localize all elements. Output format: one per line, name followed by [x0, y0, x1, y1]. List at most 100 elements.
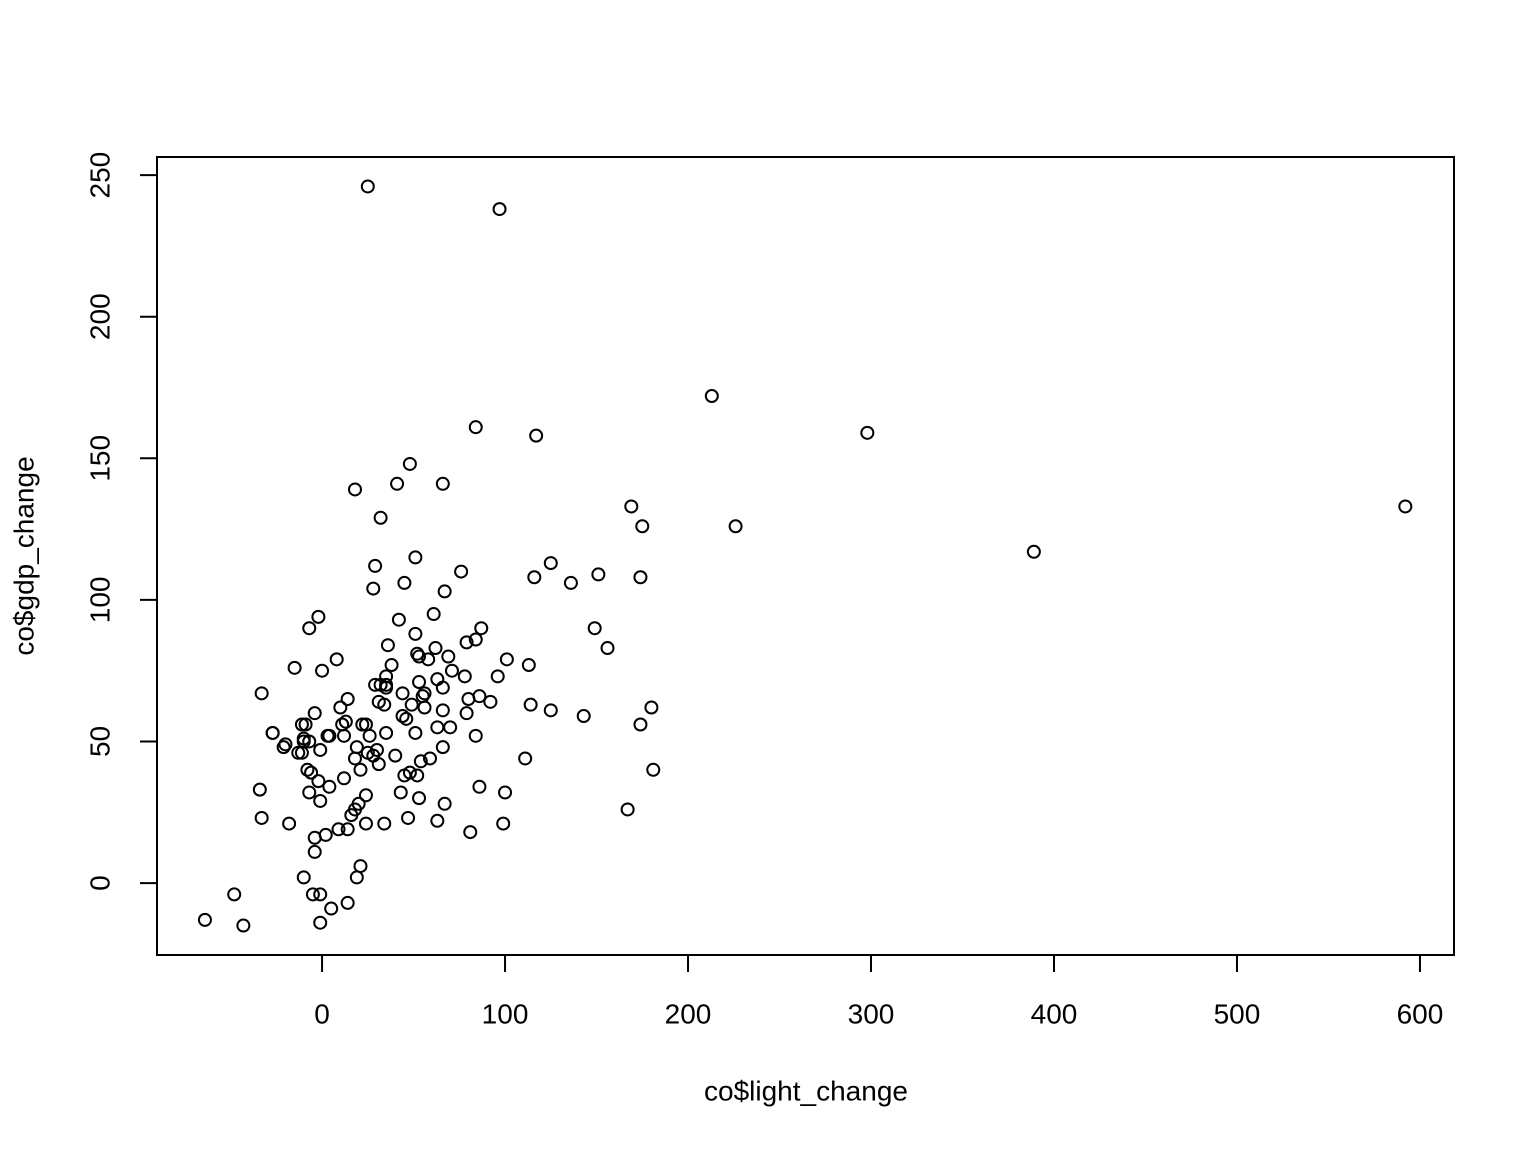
point — [490, 669, 505, 684]
point — [633, 570, 648, 585]
point — [459, 706, 474, 721]
point — [399, 711, 414, 726]
point — [391, 612, 406, 627]
point — [860, 425, 875, 440]
point — [252, 782, 267, 797]
point — [624, 499, 639, 514]
point — [492, 202, 507, 217]
x-tick-label: 300 — [848, 998, 895, 1029]
point — [349, 870, 364, 885]
point — [576, 708, 591, 723]
point — [463, 825, 478, 840]
point — [472, 779, 487, 794]
point — [600, 641, 615, 656]
point — [395, 686, 410, 701]
point — [395, 708, 410, 723]
point — [430, 720, 445, 735]
point — [587, 621, 602, 636]
point — [358, 788, 373, 803]
point — [390, 476, 405, 491]
y-tick-label: 100 — [84, 577, 115, 624]
point — [360, 179, 375, 194]
point — [358, 816, 373, 831]
point — [362, 728, 377, 743]
x-tick-label: 400 — [1031, 998, 1078, 1029]
point — [620, 802, 635, 817]
point — [437, 584, 452, 599]
point — [322, 779, 337, 794]
point — [322, 728, 337, 743]
point — [300, 762, 315, 777]
point — [498, 785, 513, 800]
x-axis-label: co$light_change — [704, 1075, 908, 1106]
point — [1398, 499, 1413, 514]
point — [412, 791, 427, 806]
x-tick-label: 200 — [665, 998, 712, 1029]
point — [276, 740, 291, 755]
point — [426, 607, 441, 622]
point — [313, 887, 328, 902]
point — [459, 635, 474, 650]
y-tick-label: 50 — [84, 726, 115, 757]
point — [461, 692, 476, 707]
x-tick-label: 100 — [482, 998, 529, 1029]
point — [331, 822, 346, 837]
point — [435, 476, 450, 491]
point — [408, 550, 423, 565]
y-tick-label: 150 — [84, 435, 115, 482]
point — [337, 728, 352, 743]
point — [379, 680, 394, 695]
point — [337, 771, 352, 786]
point — [302, 734, 317, 749]
point — [294, 745, 309, 760]
point — [435, 680, 450, 695]
point — [302, 621, 317, 636]
point — [302, 785, 317, 800]
point — [197, 912, 212, 927]
point — [324, 901, 339, 916]
point — [454, 564, 469, 579]
point — [563, 575, 578, 590]
point — [412, 675, 427, 690]
point — [402, 456, 417, 471]
point — [307, 706, 322, 721]
point — [304, 765, 319, 780]
point — [646, 762, 661, 777]
point — [635, 519, 650, 534]
point — [340, 895, 355, 910]
point — [1026, 544, 1041, 559]
point — [305, 887, 320, 902]
point — [397, 575, 412, 590]
point — [313, 915, 328, 930]
point — [353, 859, 368, 874]
y-tick-label: 0 — [84, 875, 115, 891]
point — [704, 389, 719, 404]
point — [441, 649, 456, 664]
y-tick-label: 200 — [84, 293, 115, 340]
point — [254, 686, 269, 701]
point — [644, 700, 659, 715]
point — [318, 827, 333, 842]
point — [529, 428, 544, 443]
point — [496, 816, 511, 831]
point — [543, 556, 558, 571]
point — [435, 740, 450, 755]
y-tick-label: 250 — [84, 152, 115, 199]
point — [254, 810, 269, 825]
point — [523, 697, 538, 712]
point — [444, 663, 459, 678]
point — [388, 748, 403, 763]
point — [338, 714, 353, 729]
point — [291, 745, 306, 760]
point — [408, 626, 423, 641]
point — [347, 482, 362, 497]
point — [340, 822, 355, 837]
x-tick-label: 600 — [1397, 998, 1444, 1029]
point — [282, 816, 297, 831]
point — [335, 717, 350, 732]
y-axis-label: co$gdp_change — [8, 456, 39, 655]
point — [311, 609, 326, 624]
point — [428, 641, 443, 656]
point — [355, 717, 370, 732]
